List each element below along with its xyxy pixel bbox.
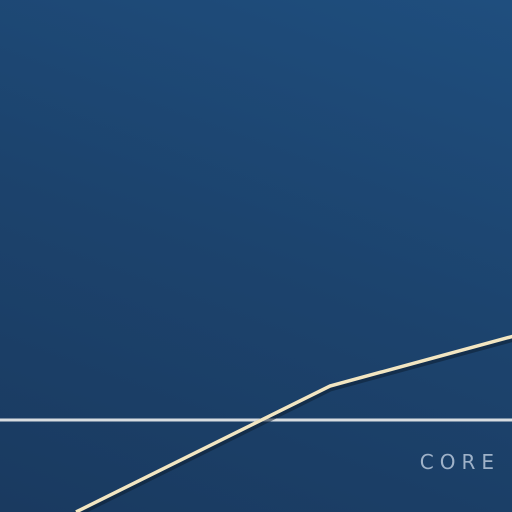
brand-wordmark: CORE: [419, 450, 500, 474]
trend-line: [75, 334, 512, 512]
trend-line-shadow: [74, 334, 512, 512]
